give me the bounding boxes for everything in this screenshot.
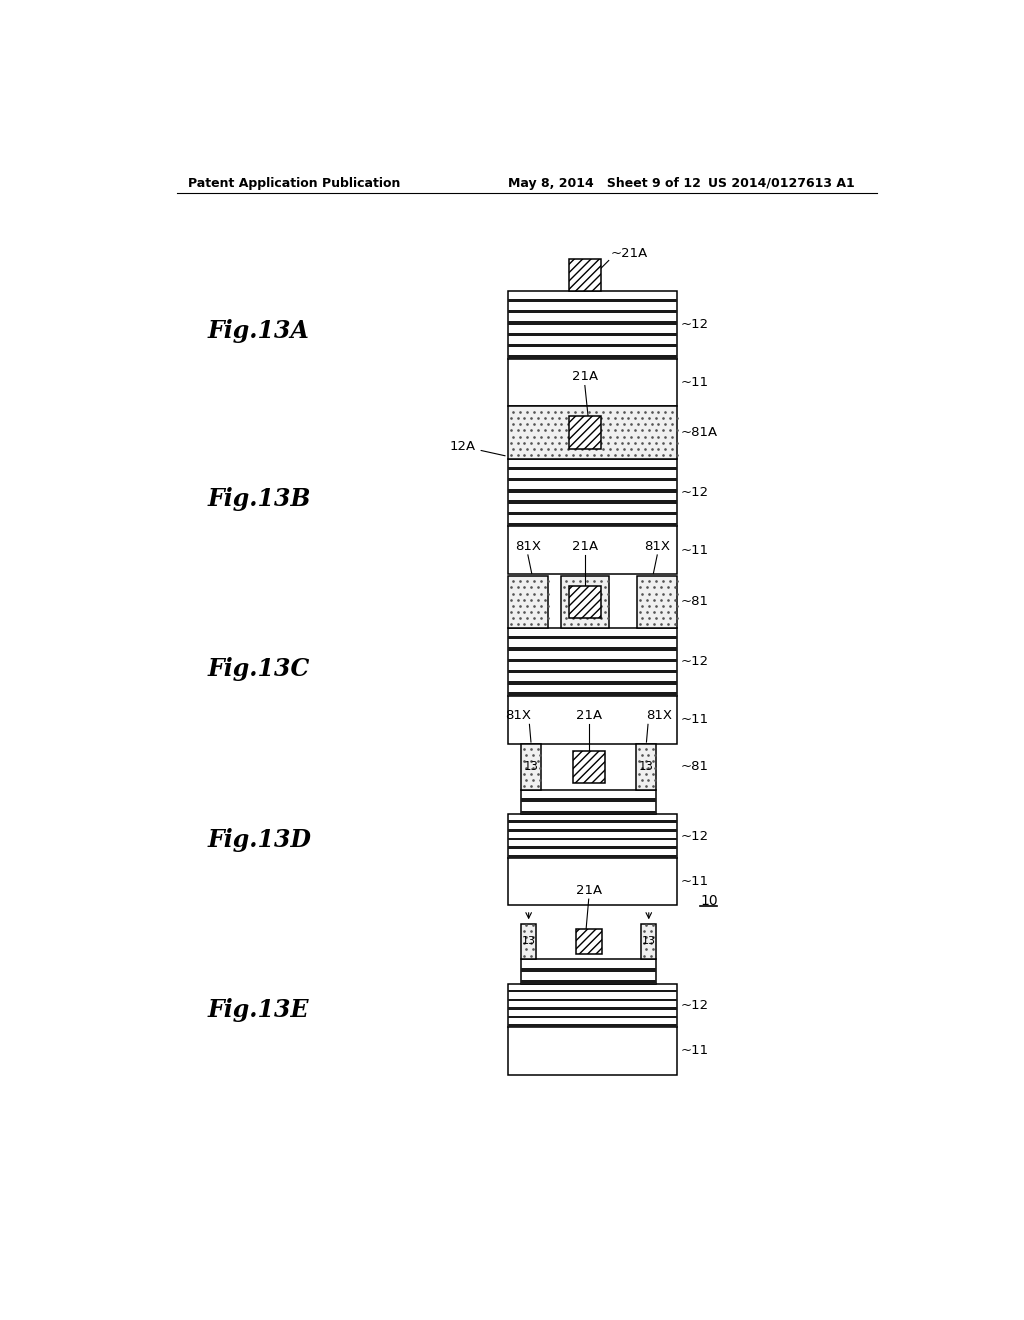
Bar xyxy=(508,821,677,824)
Bar xyxy=(508,998,677,1001)
Text: May 8, 2014   Sheet 9 of 12: May 8, 2014 Sheet 9 of 12 xyxy=(508,177,700,190)
Bar xyxy=(572,751,605,783)
Bar xyxy=(508,333,677,337)
Bar xyxy=(508,990,677,993)
Bar xyxy=(521,960,656,983)
Text: ~12: ~12 xyxy=(680,829,709,842)
Bar xyxy=(508,846,677,849)
Text: 13: 13 xyxy=(639,760,654,774)
Bar xyxy=(521,924,537,960)
Text: Fig.13A: Fig.13A xyxy=(208,319,309,343)
Bar xyxy=(508,359,677,407)
Bar xyxy=(521,810,656,814)
Text: ~11: ~11 xyxy=(680,376,709,389)
Text: Fig.13C: Fig.13C xyxy=(208,657,310,681)
Bar xyxy=(508,523,677,527)
Text: 13: 13 xyxy=(521,936,536,946)
Text: ~12: ~12 xyxy=(680,656,709,668)
Text: 81X: 81X xyxy=(515,540,541,553)
Bar xyxy=(508,1007,677,1010)
Text: 21A: 21A xyxy=(575,884,602,896)
Bar xyxy=(508,407,677,459)
Bar xyxy=(568,259,601,290)
Text: 13: 13 xyxy=(642,936,655,946)
Bar xyxy=(508,298,677,302)
Text: Fig.13D: Fig.13D xyxy=(208,829,311,853)
Text: ~12: ~12 xyxy=(680,999,709,1012)
Bar xyxy=(521,789,656,814)
Bar xyxy=(521,799,656,803)
Text: ~11: ~11 xyxy=(680,544,709,557)
Bar xyxy=(575,929,602,954)
Bar xyxy=(508,1027,677,1074)
Text: 81X: 81X xyxy=(646,709,673,722)
Bar xyxy=(508,310,677,313)
Bar xyxy=(508,681,677,685)
Text: 21A: 21A xyxy=(571,370,598,383)
Bar xyxy=(508,1024,677,1027)
Bar xyxy=(568,586,601,618)
Bar xyxy=(637,576,677,628)
Bar xyxy=(508,459,677,527)
Bar xyxy=(508,983,677,1027)
Bar xyxy=(521,743,541,789)
Text: US 2014/0127613 A1: US 2014/0127613 A1 xyxy=(708,177,854,190)
Bar xyxy=(508,696,677,743)
Text: ~12: ~12 xyxy=(680,318,709,331)
Bar xyxy=(508,669,677,673)
Bar xyxy=(508,478,677,482)
Bar xyxy=(561,576,608,628)
Text: Fig.13B: Fig.13B xyxy=(208,487,311,511)
Bar xyxy=(521,968,656,972)
Text: ~81A: ~81A xyxy=(680,426,718,440)
Bar xyxy=(508,636,677,639)
Bar xyxy=(508,829,677,832)
Bar xyxy=(508,355,677,359)
Text: 13: 13 xyxy=(523,760,539,774)
Bar xyxy=(508,628,677,696)
Text: ~11: ~11 xyxy=(680,713,709,726)
Bar xyxy=(521,981,656,983)
Bar xyxy=(641,924,656,960)
Text: Patent Application Publication: Patent Application Publication xyxy=(188,177,400,190)
Text: ~11: ~11 xyxy=(680,875,709,888)
Text: Fig.13E: Fig.13E xyxy=(208,998,309,1022)
Bar xyxy=(508,290,677,359)
Bar xyxy=(508,490,677,492)
Bar xyxy=(637,743,656,789)
Text: ~81: ~81 xyxy=(680,595,709,609)
Text: 21A: 21A xyxy=(575,709,602,722)
Bar xyxy=(508,647,677,651)
Text: 10: 10 xyxy=(700,894,718,908)
Bar xyxy=(508,1016,677,1018)
Bar xyxy=(508,838,677,841)
Bar xyxy=(508,500,677,504)
Text: ~12: ~12 xyxy=(680,486,709,499)
Bar xyxy=(508,576,548,628)
Bar xyxy=(508,693,677,696)
Bar xyxy=(508,512,677,515)
Bar xyxy=(508,814,677,858)
Text: ~81: ~81 xyxy=(680,760,709,774)
Bar xyxy=(568,416,601,449)
Bar xyxy=(508,466,677,470)
Bar xyxy=(508,345,677,347)
Text: ~11: ~11 xyxy=(680,1044,709,1057)
Bar xyxy=(508,527,677,574)
Text: 81X: 81X xyxy=(505,709,531,722)
Bar xyxy=(508,659,677,663)
Text: 81X: 81X xyxy=(644,540,671,553)
Text: 12A: 12A xyxy=(450,440,505,455)
Bar xyxy=(508,858,677,906)
Text: 21A: 21A xyxy=(571,540,598,553)
Bar xyxy=(508,321,677,325)
Text: ~21A: ~21A xyxy=(610,247,647,260)
Bar xyxy=(508,855,677,858)
